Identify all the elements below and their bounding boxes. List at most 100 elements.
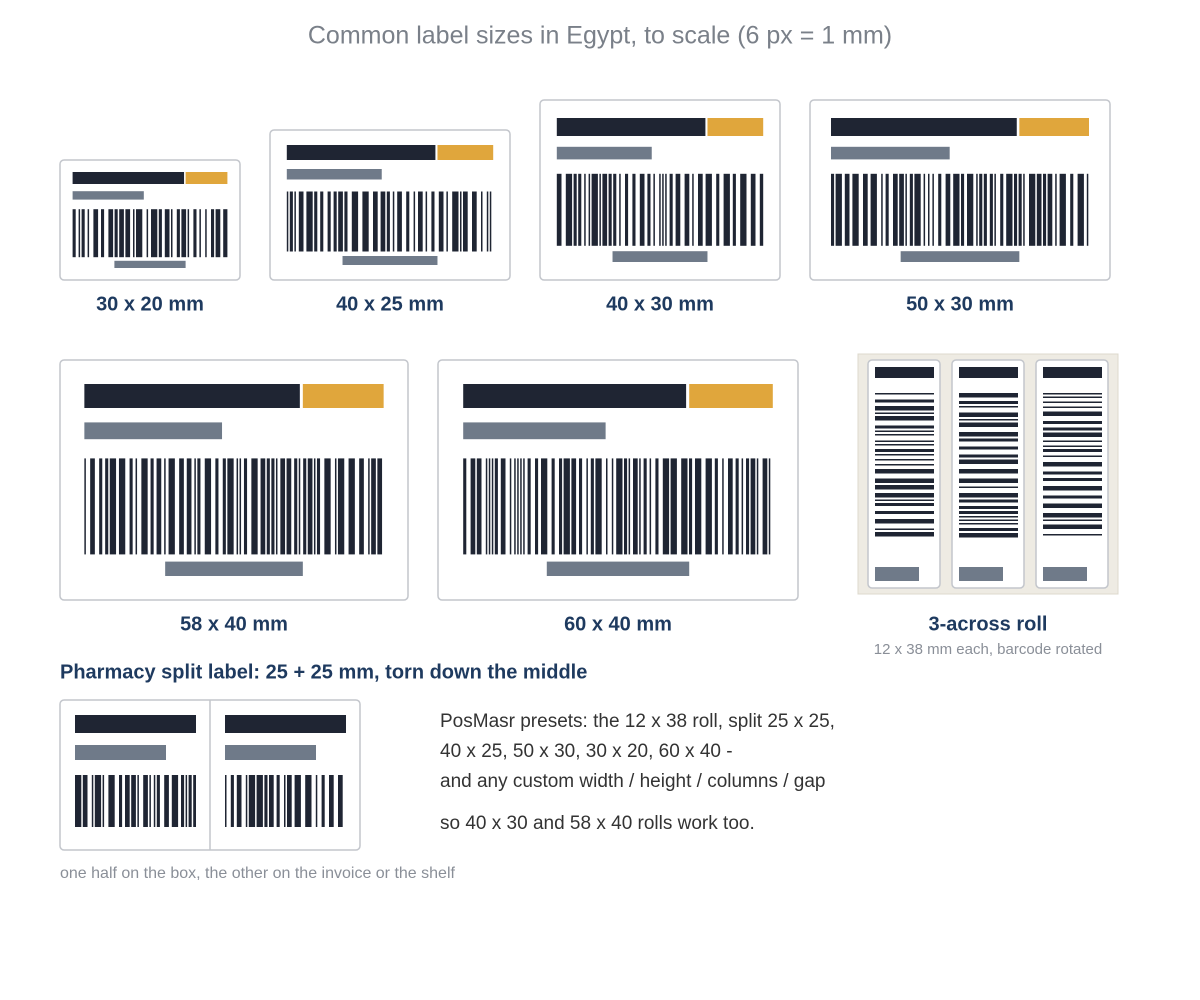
- barcode-bar: [875, 444, 934, 446]
- barcode-bar: [938, 173, 942, 246]
- barcode-bar: [875, 469, 934, 474]
- barcode-bar: [1000, 173, 1004, 246]
- barcode-bar: [591, 173, 598, 246]
- title-bar: [875, 367, 934, 378]
- barcode-bar: [875, 519, 934, 524]
- barcode-bar: [314, 191, 318, 252]
- title-bar: [286, 145, 436, 160]
- presets-line: 40 x 25, 50 x 30, 30 x 20, 60 x 40 -: [440, 741, 733, 762]
- barcode-bar: [230, 775, 234, 827]
- barcode-bar: [959, 419, 1018, 421]
- barcode-bar: [1043, 503, 1102, 508]
- barcode-bar: [875, 493, 934, 498]
- barcode-bar: [156, 458, 162, 555]
- barcode-bar: [689, 458, 693, 555]
- barcode-bar: [875, 440, 934, 442]
- barcode-bar: [413, 191, 416, 252]
- barcode-bar: [875, 499, 934, 501]
- barcode-bar: [321, 775, 325, 827]
- barcode-bar: [565, 173, 573, 246]
- barcode-bar: [211, 209, 215, 258]
- title-bar: [959, 367, 1018, 378]
- barcode-bar: [959, 446, 1018, 450]
- barcode-bar: [633, 458, 638, 555]
- barcode-bar: [1043, 449, 1102, 452]
- price-bar: [689, 384, 773, 408]
- barcode-bar: [1043, 411, 1102, 416]
- barcode-bar: [619, 173, 621, 246]
- barcode-bar: [669, 173, 673, 246]
- barcode-bar: [185, 775, 188, 827]
- barcode-bar: [280, 458, 286, 555]
- barcode-bar: [294, 775, 301, 827]
- barcode-bar: [75, 775, 82, 827]
- barcode-bar: [348, 458, 355, 555]
- barcode-bar: [616, 458, 623, 555]
- barcode-bar: [584, 173, 586, 246]
- barcode-bar: [750, 458, 756, 555]
- barcode-bar: [194, 458, 196, 555]
- barcode-bar: [875, 532, 934, 537]
- barcode-bar: [239, 458, 242, 555]
- barcode-bar: [1043, 432, 1102, 437]
- barcode-bar: [136, 209, 143, 258]
- barcode-bar: [1006, 173, 1013, 246]
- barcode-bar: [961, 173, 965, 246]
- barcode-bar: [1043, 513, 1102, 518]
- barcode-bar: [563, 458, 570, 555]
- label-caption: 50 x 30 mm: [906, 293, 1014, 315]
- barcode-bar: [215, 458, 219, 555]
- barcode-bar: [1043, 173, 1047, 246]
- barcode-bar: [716, 173, 720, 246]
- barcode-bar: [397, 191, 402, 252]
- pharmacy-heading: Pharmacy split label: 25 + 25 mm, torn d…: [60, 661, 587, 683]
- barcode-bar: [1043, 396, 1102, 398]
- barcode-bar: [338, 775, 343, 827]
- barcode-bar: [236, 775, 242, 827]
- barcode-bar: [639, 173, 645, 246]
- code-bar: [875, 567, 919, 581]
- barcode-bar: [541, 458, 548, 555]
- barcode-bar: [313, 458, 316, 555]
- barcode-bar: [187, 209, 190, 258]
- barcode-bar: [181, 775, 185, 827]
- barcode-bar: [762, 458, 768, 555]
- barcode-bar: [875, 416, 934, 421]
- barcode-bar: [520, 458, 522, 555]
- text-bar: [84, 422, 223, 440]
- barcode-bar: [1055, 173, 1057, 246]
- barcode-bar: [1018, 173, 1022, 246]
- barcode-bar: [105, 458, 109, 555]
- barcode-bar: [315, 775, 318, 827]
- barcode-bar: [928, 173, 930, 246]
- title-bar: [72, 172, 185, 184]
- barcode-bar: [959, 486, 1018, 488]
- barcode-bar: [373, 191, 378, 252]
- barcode-bar: [135, 458, 138, 555]
- barcode-bar: [586, 458, 588, 555]
- barcode-bar: [351, 191, 359, 252]
- code-bar: [342, 256, 438, 265]
- barcode-bar: [222, 458, 226, 555]
- barcode-bar: [1043, 445, 1102, 447]
- barcode-bar: [227, 458, 234, 555]
- barcode-bar: [624, 458, 628, 555]
- barcode-bar: [94, 775, 102, 827]
- barcode-bar: [260, 458, 266, 555]
- barcode-bar: [606, 458, 608, 555]
- barcode-bar: [305, 775, 312, 827]
- barcode-bar: [632, 173, 636, 246]
- barcode-bar: [514, 458, 516, 555]
- price-bar: [185, 172, 228, 184]
- barcode-bar: [418, 191, 423, 252]
- title-bar: [84, 384, 300, 408]
- barcode-bar: [649, 458, 652, 555]
- barcode-bar: [1014, 173, 1018, 246]
- barcode-bar: [705, 458, 712, 555]
- barcode-bar: [91, 775, 94, 827]
- barcode-bar: [932, 173, 934, 246]
- barcode-bar: [491, 458, 494, 555]
- barcode-bar: [186, 458, 192, 555]
- barcode-bar: [914, 173, 921, 246]
- barcode-bar: [705, 173, 712, 246]
